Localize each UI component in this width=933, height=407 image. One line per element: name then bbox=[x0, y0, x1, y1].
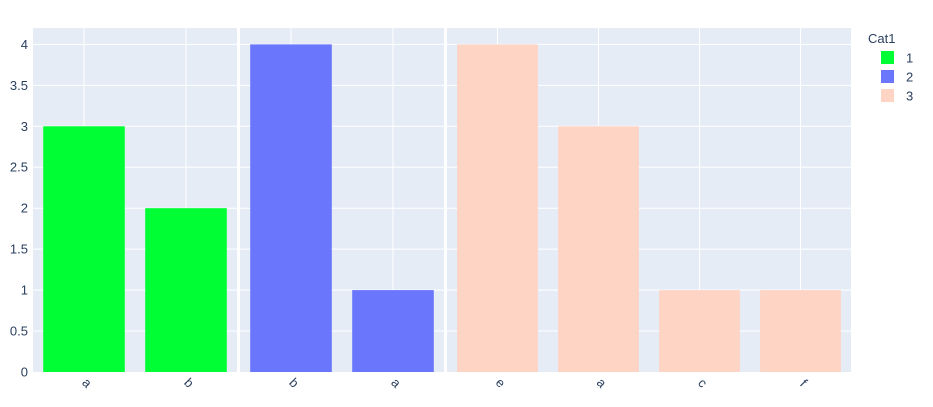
bar-2-b[interactable] bbox=[250, 44, 332, 372]
y-tick-label: 1 bbox=[21, 283, 28, 298]
legend-swatch bbox=[881, 51, 894, 64]
y-tick-label: 0.5 bbox=[10, 324, 28, 339]
legend-swatch bbox=[881, 89, 894, 102]
bar-3-e[interactable] bbox=[457, 44, 538, 372]
x-tick-label: e bbox=[493, 375, 509, 391]
y-tick-label: 3.5 bbox=[10, 78, 28, 93]
facet-panel-3 bbox=[447, 28, 851, 373]
legend-title: Cat1 bbox=[868, 31, 895, 46]
legend-item-1[interactable]: 1 bbox=[881, 51, 913, 66]
y-tick-label: 3 bbox=[21, 119, 28, 134]
x-tick-label: a bbox=[79, 375, 95, 391]
bar-2-a[interactable] bbox=[352, 290, 434, 372]
bar-3-c[interactable] bbox=[659, 290, 740, 372]
legend[interactable]: Cat1 1 2 3 bbox=[868, 31, 913, 104]
x-tick-label: b bbox=[181, 375, 197, 391]
legend-label: 2 bbox=[906, 70, 913, 85]
facet-panel-2 bbox=[240, 28, 444, 372]
x-tick-label: f bbox=[797, 376, 810, 389]
bar-3-a[interactable] bbox=[558, 126, 639, 373]
x-tick-label: a bbox=[388, 375, 404, 391]
legend-label: 1 bbox=[906, 51, 913, 66]
legend-item-2[interactable]: 2 bbox=[881, 70, 913, 85]
y-tick-label: 1.5 bbox=[10, 242, 28, 257]
y-axis: 0 0.5 1 1.5 2 2.5 3 3.5 4 bbox=[10, 37, 28, 380]
legend-label: 3 bbox=[906, 89, 913, 104]
facet-panel-1 bbox=[33, 28, 237, 373]
y-tick-label: 0 bbox=[21, 365, 28, 380]
legend-swatch bbox=[881, 70, 894, 83]
y-tick-label: 2 bbox=[21, 201, 28, 216]
x-tick-label: a bbox=[594, 375, 610, 391]
y-tick-label: 2.5 bbox=[10, 160, 28, 175]
y-tick-label: 4 bbox=[21, 37, 28, 52]
x-tick-label: c bbox=[695, 375, 711, 391]
plot-area bbox=[33, 28, 851, 373]
bar-1-b[interactable] bbox=[145, 208, 227, 372]
bar-1-a[interactable] bbox=[43, 126, 125, 373]
bar-3-f[interactable] bbox=[760, 290, 841, 372]
legend-item-3[interactable]: 3 bbox=[881, 89, 913, 104]
x-tick-label: b bbox=[286, 375, 302, 391]
